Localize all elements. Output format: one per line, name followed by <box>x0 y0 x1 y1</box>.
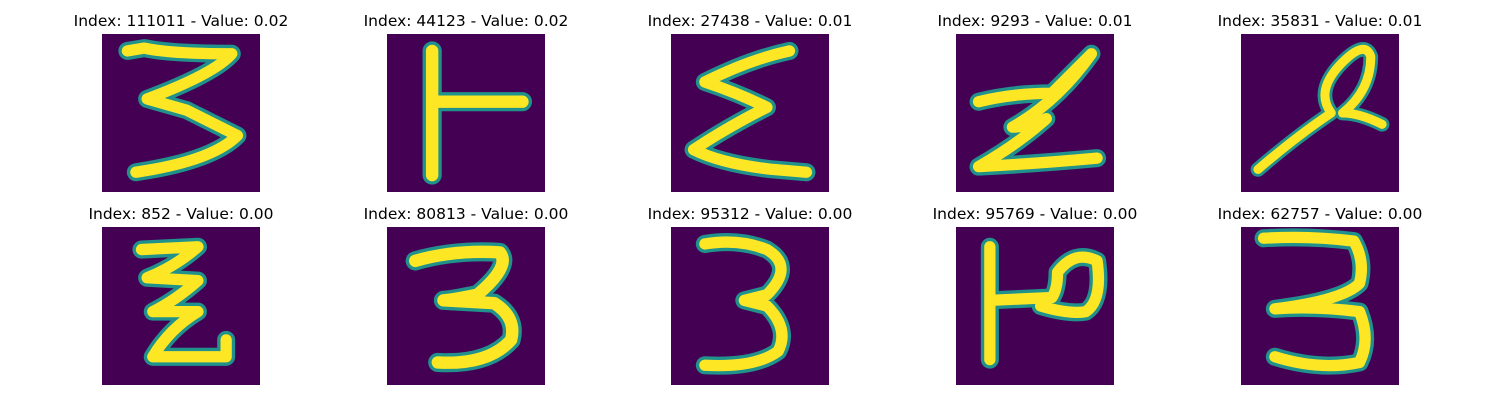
glyph-p-like <box>980 237 1108 369</box>
digit-image <box>1241 34 1399 192</box>
digit-image <box>956 34 1114 192</box>
digit-image <box>387 227 545 385</box>
panel-title: Index: 9293 - Value: 0.01 <box>937 12 1133 30</box>
glyph-z-like <box>969 44 1107 176</box>
glyph-three <box>405 242 522 373</box>
panel-title: Index: 44123 - Value: 0.02 <box>363 12 569 30</box>
digit-image <box>671 34 829 192</box>
glyph-sigma-like <box>684 41 816 182</box>
panel-title: Index: 95769 - Value: 0.00 <box>932 205 1138 223</box>
glyph-loop-scribble <box>1250 42 1390 177</box>
digit-image <box>102 227 260 385</box>
digit-image <box>671 227 829 385</box>
glyph-three <box>695 233 791 375</box>
panel-title: Index: 852 - Value: 0.00 <box>88 205 274 223</box>
glyph-sideways-t <box>422 41 533 185</box>
panel-title: Index: 27438 - Value: 0.01 <box>647 12 853 30</box>
digit-image <box>956 227 1114 385</box>
panel-title: Index: 80813 - Value: 0.00 <box>363 205 569 223</box>
panel-title: Index: 111011 - Value: 0.02 <box>73 12 289 30</box>
panel-title: Index: 62757 - Value: 0.00 <box>1217 205 1423 223</box>
glyph-three <box>1254 228 1375 375</box>
panel-title: Index: 95312 - Value: 0.00 <box>647 205 853 223</box>
digit-image <box>102 34 260 192</box>
panel-title: Index: 35831 - Value: 0.01 <box>1217 12 1423 30</box>
digit-image <box>387 34 545 192</box>
digit-image <box>1241 227 1399 385</box>
glyph-three-like <box>118 39 247 182</box>
glyph-z-like <box>132 237 236 366</box>
